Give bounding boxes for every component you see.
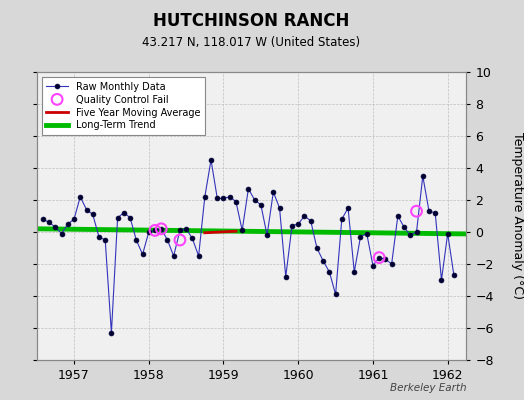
Text: HUTCHINSON RANCH: HUTCHINSON RANCH [154,12,350,30]
Text: Berkeley Earth: Berkeley Earth [390,383,466,393]
Raw Monthly Data [239,228,245,233]
Raw Monthly Data [40,217,46,222]
Raw Monthly Data [221,196,227,201]
Raw Monthly Data [108,330,115,335]
Raw Monthly Data [90,212,96,217]
Raw Monthly Data [426,209,432,214]
Quality Control Fail [412,208,421,214]
Text: 43.217 N, 118.017 W (United States): 43.217 N, 118.017 W (United States) [143,36,361,49]
Raw Monthly Data [451,273,457,278]
Y-axis label: Temperature Anomaly (°C): Temperature Anomaly (°C) [510,132,523,300]
Five Year Moving Average [233,229,239,234]
Line: Five Year Moving Average: Five Year Moving Average [205,231,236,233]
Quality Control Fail [176,237,184,243]
Five Year Moving Average [202,230,208,235]
Raw Monthly Data [71,217,77,222]
Quality Control Fail [375,254,384,261]
Legend: Raw Monthly Data, Quality Control Fail, Five Year Moving Average, Long-Term Tren: Raw Monthly Data, Quality Control Fail, … [41,77,205,135]
Line: Raw Monthly Data: Raw Monthly Data [40,158,456,335]
Raw Monthly Data [364,231,370,236]
Quality Control Fail [151,227,159,234]
Quality Control Fail [157,226,166,232]
Raw Monthly Data [208,158,214,162]
